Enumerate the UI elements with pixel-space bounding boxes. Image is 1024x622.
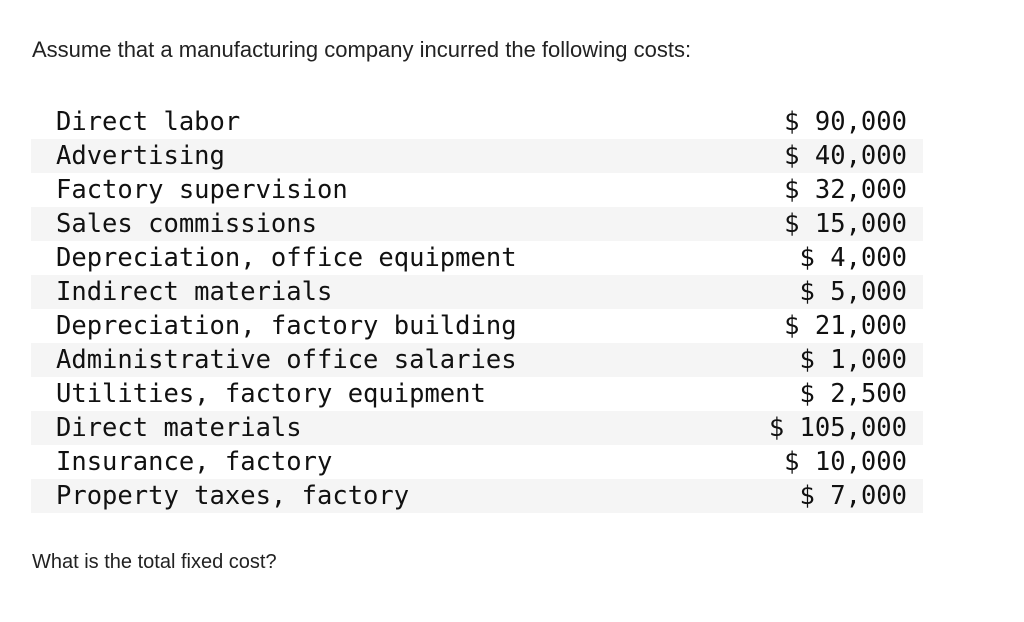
cost-label: Depreciation, factory building [56, 311, 517, 341]
cost-amount: $ 15,000 [784, 209, 907, 239]
cost-amount: $ 105,000 [768, 413, 907, 443]
cost-row: Direct labor $ 90,000 [31, 105, 923, 139]
cost-label: Advertising [56, 141, 225, 171]
cost-amount: $ 5,000 [799, 277, 907, 307]
cost-row: Administrative office salaries $ 1,000 [31, 343, 923, 377]
cost-row: Indirect materials $ 5,000 [31, 275, 923, 309]
cost-label: Direct labor [56, 107, 241, 137]
cost-amount: $ 10,000 [784, 447, 907, 477]
cost-row: Depreciation, office equipment $ 4,000 [31, 241, 923, 275]
cost-table: Direct labor $ 90,000 Advertising $ 40,000 F… [31, 105, 923, 513]
cost-label: Sales commissions [56, 209, 317, 239]
question-text: What is the total fixed cost? [32, 551, 277, 573]
cost-amount: $ 1,000 [799, 345, 907, 375]
cost-row: Utilities, factory equipment $ 2,500 [31, 377, 923, 411]
cost-label: Indirect materials [56, 277, 333, 307]
cost-row: Factory supervision $ 32,000 [31, 173, 923, 207]
cost-row: Property taxes, factory $ 7,000 [31, 479, 923, 513]
cost-amount: $ 7,000 [799, 481, 907, 511]
cost-row: Insurance, factory $ 10,000 [31, 445, 923, 479]
cost-label: Administrative office salaries [56, 345, 517, 375]
cost-label: Depreciation, office equipment [56, 243, 517, 273]
cost-amount: $ 40,000 [784, 141, 907, 171]
cost-label: Direct materials [56, 413, 302, 443]
cost-amount: $ 2,500 [799, 379, 907, 409]
cost-amount: $ 90,000 [784, 107, 907, 137]
cost-label: Insurance, factory [56, 447, 333, 477]
cost-label: Utilities, factory equipment [56, 379, 486, 409]
cost-amount: $ 32,000 [784, 175, 907, 205]
cost-amount: $ 4,000 [799, 243, 907, 273]
cost-row: Sales commissions $ 15,000 [31, 207, 923, 241]
cost-row: Depreciation, factory building $ 21,000 [31, 309, 923, 343]
cost-row: Advertising $ 40,000 [31, 139, 923, 173]
cost-row: Direct materials $ 105,000 [31, 411, 923, 445]
cost-label: Property taxes, factory [56, 481, 410, 511]
cost-amount: $ 21,000 [784, 311, 907, 341]
intro-text: Assume that a manufacturing company incu… [32, 37, 692, 62]
cost-label: Factory supervision [56, 175, 348, 205]
